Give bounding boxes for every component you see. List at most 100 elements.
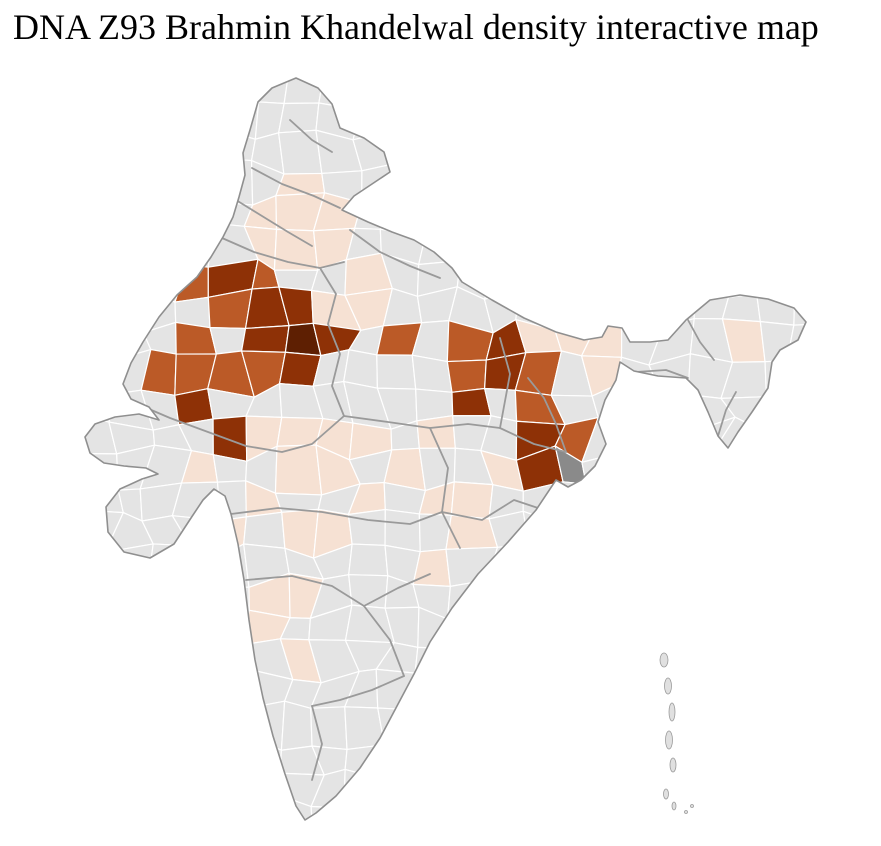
district-cell[interactable] <box>718 639 763 686</box>
district-cell[interactable] <box>683 672 733 715</box>
district-cell[interactable] <box>583 580 633 621</box>
district-cell[interactable] <box>148 675 189 715</box>
district-cell[interactable] <box>554 227 587 272</box>
district-cell[interactable] <box>585 748 635 781</box>
district-cell[interactable] <box>717 481 771 518</box>
district-cell[interactable] <box>206 585 250 614</box>
district-cell[interactable] <box>629 124 657 176</box>
district-cell[interactable] <box>106 572 153 621</box>
district-cell[interactable] <box>652 454 699 495</box>
district-cell[interactable] <box>105 701 157 750</box>
district-cell[interactable] <box>764 360 788 398</box>
district-cell[interactable] <box>651 712 699 746</box>
district-cell[interactable] <box>583 165 631 201</box>
district-cell[interactable] <box>762 552 800 582</box>
district-cell[interactable] <box>484 616 533 652</box>
district-cell[interactable] <box>249 772 289 811</box>
district-cell[interactable] <box>148 130 191 161</box>
district-cell[interactable] <box>786 544 835 590</box>
district-cell[interactable] <box>721 293 761 323</box>
district-cell[interactable] <box>207 732 260 781</box>
island[interactable] <box>659 652 669 668</box>
district-cell[interactable] <box>581 542 629 591</box>
district-cell[interactable] <box>792 735 836 778</box>
district-cell[interactable] <box>553 710 598 751</box>
district-cell[interactable] <box>765 485 803 520</box>
district-cell[interactable] <box>783 97 835 143</box>
island[interactable] <box>671 801 677 811</box>
district-cell[interactable] <box>185 156 225 204</box>
district-cell[interactable] <box>390 128 423 166</box>
district-cell[interactable] <box>176 775 213 809</box>
district-cell[interactable] <box>376 354 417 390</box>
district-cell[interactable] <box>189 612 214 648</box>
district-cell[interactable] <box>70 359 118 395</box>
district-cell[interactable] <box>691 770 732 809</box>
district-cell[interactable] <box>391 92 423 132</box>
district-cell-high[interactable] <box>212 415 248 462</box>
district-cell[interactable] <box>654 509 699 557</box>
district-cell[interactable] <box>209 327 247 355</box>
district-cell[interactable] <box>206 609 250 648</box>
district-cell[interactable] <box>377 773 419 802</box>
district-cell[interactable] <box>625 706 660 750</box>
district-cell[interactable] <box>512 613 566 647</box>
district-cell-low[interactable] <box>276 416 324 447</box>
district-cell[interactable] <box>108 64 155 108</box>
district-cell[interactable] <box>73 551 108 586</box>
district-cell[interactable] <box>186 126 213 161</box>
district-cell[interactable] <box>726 797 761 840</box>
district-cell[interactable] <box>137 646 191 680</box>
district-cell[interactable] <box>512 803 566 844</box>
district-cell[interactable] <box>481 65 527 106</box>
district-cell[interactable] <box>483 266 521 300</box>
island[interactable] <box>663 788 669 800</box>
district-cell[interactable] <box>581 483 625 516</box>
district-cell[interactable] <box>411 354 453 393</box>
district-cell[interactable] <box>765 444 801 492</box>
district-cell[interactable] <box>71 131 122 174</box>
district-cell[interactable] <box>242 700 286 751</box>
district-cell[interactable] <box>141 195 187 227</box>
district-cell[interactable] <box>150 65 187 100</box>
district-cell[interactable] <box>444 801 498 845</box>
district-cell[interactable] <box>418 157 453 196</box>
district-cell[interactable] <box>183 738 210 781</box>
district-cell[interactable] <box>786 616 832 643</box>
district-cell[interactable] <box>689 512 721 558</box>
district-cell[interactable] <box>171 97 221 138</box>
district-cell[interactable] <box>718 63 768 95</box>
district-cell[interactable] <box>559 268 597 304</box>
district-cell[interactable] <box>749 765 794 809</box>
district-cell-low[interactable] <box>450 481 494 520</box>
district-cell[interactable] <box>623 544 660 591</box>
district-cell[interactable] <box>451 191 486 238</box>
district-cell[interactable] <box>718 92 768 141</box>
district-cell[interactable] <box>109 743 156 779</box>
district-cell[interactable] <box>683 618 733 647</box>
district-cell[interactable] <box>660 72 701 95</box>
district-cell[interactable] <box>615 384 669 424</box>
district-cell[interactable] <box>798 490 835 520</box>
district-cell[interactable] <box>529 160 560 207</box>
district-cell[interactable] <box>448 702 497 752</box>
district-cell[interactable] <box>756 637 802 686</box>
district-cell[interactable] <box>752 414 801 463</box>
island[interactable] <box>664 677 672 695</box>
district-cell[interactable] <box>343 800 381 832</box>
district-cell[interactable] <box>208 775 260 811</box>
district-cell[interactable] <box>75 262 115 298</box>
district-cell[interactable] <box>786 798 831 844</box>
district-cell[interactable] <box>718 672 763 713</box>
district-cell[interactable] <box>487 126 532 162</box>
district-cell[interactable] <box>556 541 600 582</box>
district-cell[interactable] <box>792 637 832 678</box>
district-cell[interactable] <box>763 159 804 208</box>
district-cell[interactable] <box>81 64 123 108</box>
district-cell[interactable] <box>681 740 732 778</box>
district-cell[interactable] <box>482 669 526 711</box>
district-cell[interactable] <box>785 393 830 430</box>
district-cell[interactable] <box>585 189 624 233</box>
district-cell[interactable] <box>764 508 803 558</box>
district-cell[interactable] <box>423 191 453 237</box>
